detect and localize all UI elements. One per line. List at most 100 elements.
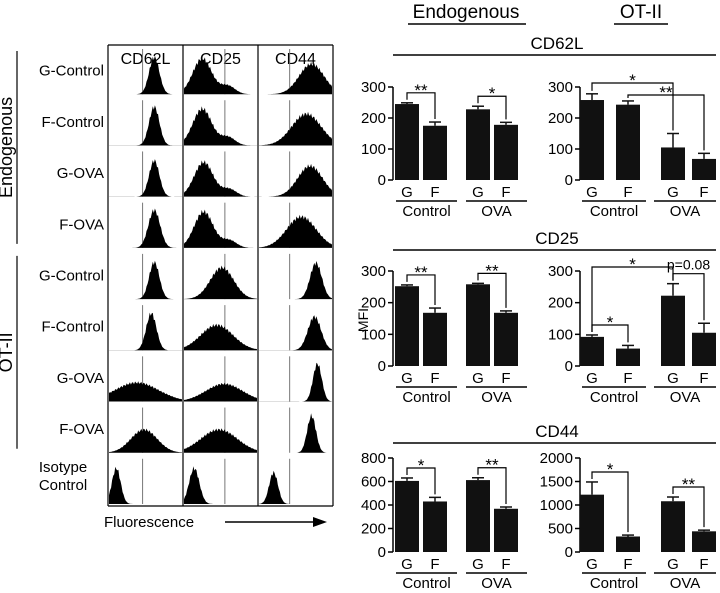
significance-label: ** bbox=[485, 456, 499, 475]
group-label: Control bbox=[590, 203, 638, 220]
significance-bracket bbox=[672, 273, 705, 321]
histogram-cd62l bbox=[109, 466, 182, 504]
histogram-cd44 bbox=[259, 315, 332, 351]
row-label: G-Control bbox=[39, 63, 104, 80]
histogram-cd25 bbox=[184, 428, 257, 453]
group-label: OVA bbox=[481, 575, 512, 592]
y-tick-label: 300 bbox=[548, 263, 573, 280]
y-tick-label: 300 bbox=[361, 263, 386, 280]
histogram-cd62l bbox=[109, 428, 182, 453]
histogram-cd62l bbox=[109, 55, 182, 95]
histogram-cd44 bbox=[259, 163, 332, 197]
row-label: F-OVA bbox=[59, 216, 104, 233]
row-label: Control bbox=[39, 477, 87, 494]
bar bbox=[395, 286, 419, 366]
histogram-cd44 bbox=[259, 214, 332, 248]
histogram-cd62l bbox=[109, 381, 182, 402]
y-tick-label: 2000 bbox=[540, 450, 573, 467]
arrow-head bbox=[313, 517, 327, 527]
y-tick-label: 500 bbox=[548, 521, 573, 538]
group-label: Control bbox=[402, 575, 450, 592]
category-label: F bbox=[623, 184, 632, 201]
bar bbox=[466, 284, 490, 366]
significance-label: * bbox=[629, 71, 636, 90]
group-label: Control bbox=[402, 389, 450, 406]
category-label: F bbox=[623, 370, 632, 387]
row-label: F-OVA bbox=[59, 421, 104, 438]
significance-label: * bbox=[489, 84, 496, 103]
group-label: OVA bbox=[670, 575, 701, 592]
category-label: G bbox=[401, 556, 413, 573]
category-label: F bbox=[501, 556, 510, 573]
group-label: OVA bbox=[670, 203, 701, 220]
y-tick-label: 300 bbox=[361, 79, 386, 96]
histogram-cd25 bbox=[184, 55, 257, 95]
histogram-cd25 bbox=[184, 265, 257, 300]
significance-label: ** bbox=[414, 81, 428, 100]
category-label: F bbox=[623, 556, 632, 573]
group-label: OT-II bbox=[0, 332, 16, 372]
significance-bracket bbox=[477, 272, 507, 308]
column-label: CD62L bbox=[121, 51, 171, 68]
row-label: Isotype bbox=[39, 459, 87, 476]
bar-chart-cd25-ot-ii: 0 100 200 300 G F G F Control OVA * * p=0.08 bbox=[548, 255, 716, 406]
row-label: F-Control bbox=[41, 319, 104, 336]
category-label: G bbox=[472, 370, 484, 387]
section-title: CD25 bbox=[535, 229, 578, 248]
bar bbox=[494, 124, 518, 180]
category-label: F bbox=[501, 184, 510, 201]
significance-bracket bbox=[672, 486, 705, 528]
y-axis-label: MFI bbox=[355, 308, 371, 332]
significance-label: p=0.08 bbox=[667, 257, 710, 273]
y-tick-label: 100 bbox=[361, 326, 386, 343]
histogram-panel: CD62L CD25 CD44 G-Control F-Control G-OVA F-OV… bbox=[0, 44, 334, 531]
histogram-cd25 bbox=[184, 323, 257, 351]
row-label: G-OVA bbox=[57, 370, 104, 387]
y-tick-label: 100 bbox=[361, 141, 386, 158]
y-tick-label: 0 bbox=[565, 544, 573, 561]
group-label: Endogenous bbox=[0, 97, 16, 198]
category-label: G bbox=[586, 370, 598, 387]
bar bbox=[580, 494, 604, 552]
histogram-cd25 bbox=[184, 160, 257, 197]
significance-label: ** bbox=[659, 83, 673, 102]
category-label: G bbox=[472, 184, 484, 201]
row-label: G-OVA bbox=[57, 165, 104, 182]
significance-bracket bbox=[591, 266, 674, 332]
column-label: CD25 bbox=[200, 51, 241, 68]
y-tick-label: 200 bbox=[361, 110, 386, 127]
bar bbox=[494, 312, 518, 366]
y-tick-label: 0 bbox=[378, 544, 386, 561]
section-title: CD62L bbox=[531, 34, 584, 53]
significance-bracket bbox=[406, 92, 436, 120]
y-tick-label: 400 bbox=[361, 497, 386, 514]
group-label: OVA bbox=[481, 389, 512, 406]
histogram-cd25 bbox=[184, 209, 257, 248]
significance-bracket bbox=[406, 274, 436, 306]
bar bbox=[661, 147, 685, 180]
y-tick-label: 200 bbox=[548, 295, 573, 312]
histogram-cd44 bbox=[259, 362, 332, 402]
header-otii: OT-II bbox=[620, 2, 662, 23]
bar bbox=[616, 104, 640, 180]
histogram-cd44 bbox=[259, 470, 332, 504]
y-tick-label: 100 bbox=[548, 141, 573, 158]
histogram-cd44 bbox=[259, 413, 332, 453]
category-label: F bbox=[430, 370, 439, 387]
histogram-cd44 bbox=[259, 61, 332, 95]
y-tick-label: 200 bbox=[361, 295, 386, 312]
group-label: Control bbox=[590, 575, 638, 592]
category-label: F bbox=[430, 184, 439, 201]
bar bbox=[661, 501, 685, 552]
bar bbox=[616, 348, 640, 366]
section-title: CD44 bbox=[535, 422, 578, 441]
histogram-cd62l bbox=[109, 208, 182, 248]
column-label: CD44 bbox=[275, 51, 316, 68]
category-label: G bbox=[667, 184, 679, 201]
category-label: G bbox=[586, 184, 598, 201]
significance-label: * bbox=[607, 460, 614, 479]
significance-label: ** bbox=[485, 261, 499, 280]
y-tick-label: 0 bbox=[565, 358, 573, 375]
